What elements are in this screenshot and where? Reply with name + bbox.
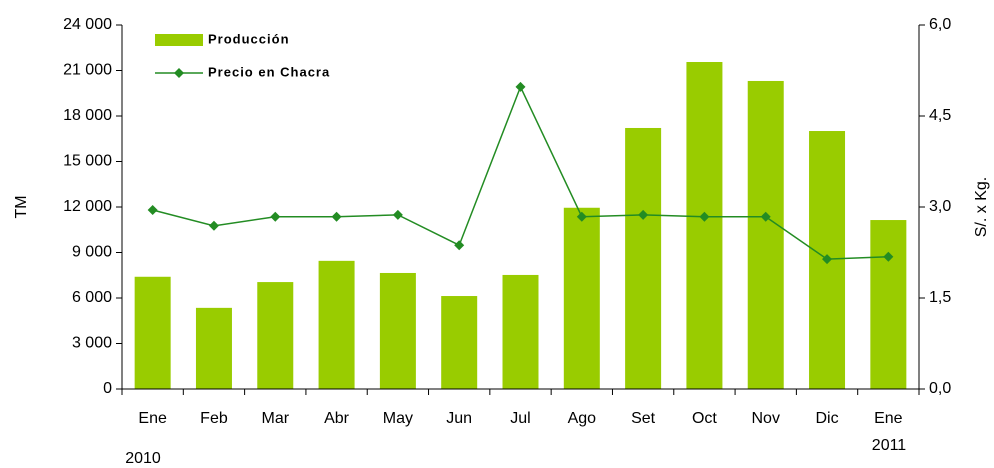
line-marker bbox=[331, 211, 342, 222]
line-marker bbox=[208, 220, 219, 231]
bar bbox=[441, 296, 478, 389]
bar bbox=[870, 220, 907, 389]
bar bbox=[318, 260, 355, 389]
y2-tick-label: 0,0 bbox=[929, 380, 951, 397]
y-tick-label: 0 bbox=[103, 380, 112, 397]
line-marker bbox=[392, 209, 403, 220]
legend-label: Producción bbox=[208, 31, 290, 46]
legend-swatch bbox=[155, 34, 203, 46]
y-axis-label: TM bbox=[13, 195, 30, 218]
y2-tick-label: 3,0 bbox=[929, 198, 951, 215]
y2-tick-label: 1,5 bbox=[929, 289, 951, 306]
line-marker bbox=[515, 81, 526, 92]
line-marker bbox=[638, 209, 649, 220]
x-tick-label: Set bbox=[631, 410, 656, 427]
line-marker bbox=[454, 240, 465, 251]
x-tick-label: Jun bbox=[446, 410, 472, 427]
line-marker bbox=[760, 211, 771, 222]
y-tick-label: 9 000 bbox=[72, 244, 112, 261]
x-tick-label: Ene bbox=[874, 410, 903, 427]
legend-swatch bbox=[174, 68, 184, 78]
line-marker bbox=[576, 211, 587, 222]
y-tick-label: 3 000 bbox=[72, 335, 112, 352]
y2-axis-label: S/. x Kg. bbox=[973, 177, 990, 237]
bar bbox=[502, 274, 539, 389]
y-tick-label: 21 000 bbox=[63, 62, 112, 79]
y2-tick-label: 4,5 bbox=[929, 107, 951, 124]
legend-label: Precio en Chacra bbox=[208, 64, 330, 79]
bar bbox=[195, 307, 232, 389]
bar bbox=[686, 62, 723, 390]
bar bbox=[257, 282, 294, 389]
y2-tick-label: 6,0 bbox=[929, 16, 951, 33]
y-tick-label: 18 000 bbox=[63, 107, 112, 124]
x-tick-label: Abr bbox=[324, 410, 350, 427]
x-tick-label: Feb bbox=[200, 410, 228, 427]
line-marker bbox=[147, 205, 158, 216]
bar bbox=[625, 127, 662, 390]
y-tick-label: 15 000 bbox=[63, 153, 112, 170]
x-tick-label: Oct bbox=[692, 410, 717, 427]
bar bbox=[379, 272, 416, 389]
bar bbox=[134, 276, 171, 389]
x-tick-label: Jul bbox=[510, 410, 530, 427]
x-tick-label: Nov bbox=[752, 410, 780, 427]
y-tick-label: 24 000 bbox=[63, 16, 112, 33]
year-label: 2011 bbox=[872, 437, 907, 454]
y-tick-label: 12 000 bbox=[63, 198, 112, 215]
line-marker bbox=[883, 251, 894, 262]
x-tick-label: May bbox=[383, 410, 413, 427]
x-tick-label: Ene bbox=[138, 410, 167, 427]
line-marker bbox=[270, 211, 281, 222]
y-tick-label: 6 000 bbox=[72, 289, 112, 306]
x-tick-label: Dic bbox=[815, 410, 838, 427]
x-tick-label: Ago bbox=[568, 410, 597, 427]
bar bbox=[563, 207, 600, 389]
year-label: 2010 bbox=[125, 450, 161, 467]
line-marker bbox=[822, 254, 833, 265]
line-marker bbox=[699, 211, 710, 222]
x-tick-label: Mar bbox=[261, 410, 289, 427]
bar bbox=[747, 80, 784, 389]
